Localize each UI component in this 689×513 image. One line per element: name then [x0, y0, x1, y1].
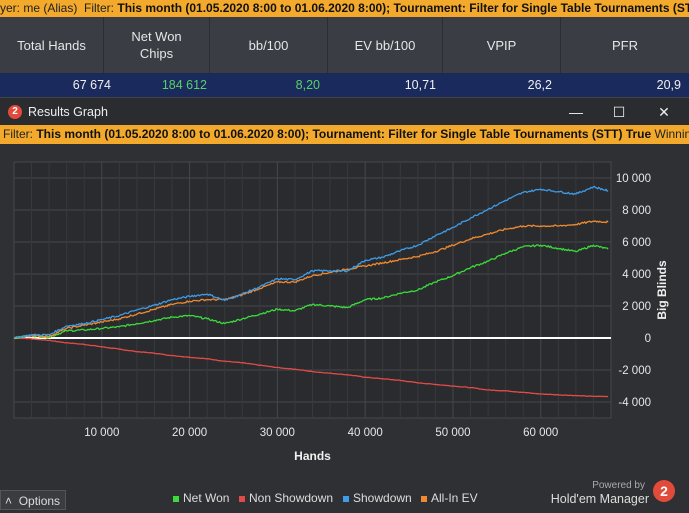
- series-line-net-won: [13, 244, 609, 340]
- series-line-non-showdown: [13, 337, 609, 398]
- legend-swatch: [239, 495, 245, 502]
- y-tick-label: 4 000: [622, 269, 651, 281]
- powered-by-text: Powered by: [592, 480, 645, 491]
- options-button[interactable]: ˄ Options: [0, 490, 66, 510]
- header-ev-bb-100[interactable]: EV bb/100: [328, 17, 443, 73]
- value-net-won-chips: 184 612: [161, 78, 207, 92]
- legend-net-won[interactable]: Net Won: [173, 491, 229, 505]
- brand-name: Hold'em Manager: [550, 492, 649, 506]
- bottom-bar: ˄ Options Net Won Non Showdown Showdown …: [0, 480, 689, 513]
- header-net-won-chips[interactable]: Net Won Chips: [104, 17, 210, 73]
- y-tick-label: -4 000: [618, 397, 651, 409]
- x-tick-label: 50 000: [435, 427, 470, 439]
- y-tick-label: 2 000: [622, 301, 651, 313]
- header-vpip[interactable]: VPIP: [443, 17, 561, 73]
- close-button[interactable]: ✕: [658, 104, 670, 120]
- x-tick-label: 60 000: [523, 427, 558, 439]
- legend-non-showdown[interactable]: Non Showdown: [239, 491, 333, 505]
- filter-text: This month (01.05.2020 8:00 to 01.06.202…: [117, 1, 689, 15]
- results-chart: 10 000 20 000 30 000 40 000 50 000 60 000 10 0…: [0, 144, 689, 486]
- window-title: Results Graph: [28, 105, 108, 119]
- stats-header-row: Total Hands Net Won Chips bb/100 EV bb/1…: [0, 17, 689, 73]
- legend-swatch: [173, 495, 179, 502]
- legend-all-in-ev[interactable]: All-In EV: [421, 491, 478, 505]
- y-tick-label: -2 000: [618, 365, 651, 377]
- x-tick-label: 40 000: [348, 427, 383, 439]
- filter-label: Filter:: [84, 1, 115, 15]
- value-total-hands: 67 674: [72, 78, 111, 92]
- stats-value-row[interactable]: 67 674 184 612 8,20 10,71 26,2 20,9: [0, 73, 689, 97]
- header-pfr[interactable]: PFR: [612, 37, 638, 53]
- top-filter-bar: yer: me (Alias) Filter: This month (01.0…: [0, 0, 689, 17]
- series-line-showdown: [13, 185, 609, 339]
- legend-swatch: [421, 495, 427, 502]
- y-tick-label: 10 000: [616, 173, 651, 185]
- value-ev-bb-100: 10,71: [404, 78, 436, 92]
- series-line-all-in-ev: [13, 220, 609, 340]
- maximize-button[interactable]: ☐: [612, 104, 626, 120]
- hm2-logo-icon: 2: [653, 480, 675, 502]
- header-total-hands[interactable]: Total Hands: [0, 17, 104, 73]
- value-pfr: 20,9: [656, 78, 681, 92]
- legend-swatch: [343, 495, 349, 502]
- graph-filter-label: Filter:: [3, 127, 33, 141]
- graph-filter-bar: Filter: This month (01.05.2020 8:00 to 0…: [0, 125, 689, 144]
- y-axis-label: Big Blinds: [655, 260, 669, 320]
- legend-showdown[interactable]: Showdown: [343, 491, 412, 505]
- x-axis-label: Hands: [294, 449, 331, 463]
- minimize-button[interactable]: —: [569, 104, 583, 120]
- results-graph-svg: 10 000 20 000 30 000 40 000 50 000 60 000 10 0…: [13, 161, 669, 463]
- x-tick-label: 10 000: [84, 427, 119, 439]
- value-bb-100: 8,20: [295, 78, 320, 92]
- results-graph-titlebar[interactable]: 2 Results Graph — ☐ ✕: [0, 97, 689, 126]
- y-tick-label: 8 000: [622, 205, 651, 217]
- y-tick-label: 6 000: [622, 237, 651, 249]
- x-tick-label: 30 000: [260, 427, 295, 439]
- chevron-up-icon: ˄: [5, 494, 13, 508]
- x-tick-label: 20 000: [172, 427, 207, 439]
- graph-filter-text: This month (01.05.2020 8:00 to 01.06.202…: [36, 127, 652, 141]
- value-vpip: 26,2: [527, 78, 552, 92]
- header-bb-100[interactable]: bb/100: [210, 17, 328, 73]
- winnings-text: Winnings: 5550,2 big: [654, 127, 689, 141]
- y-tick-label: 0: [645, 333, 651, 345]
- hm2-app-icon: 2: [8, 105, 22, 119]
- player-alias: yer: me (Alias): [0, 1, 78, 15]
